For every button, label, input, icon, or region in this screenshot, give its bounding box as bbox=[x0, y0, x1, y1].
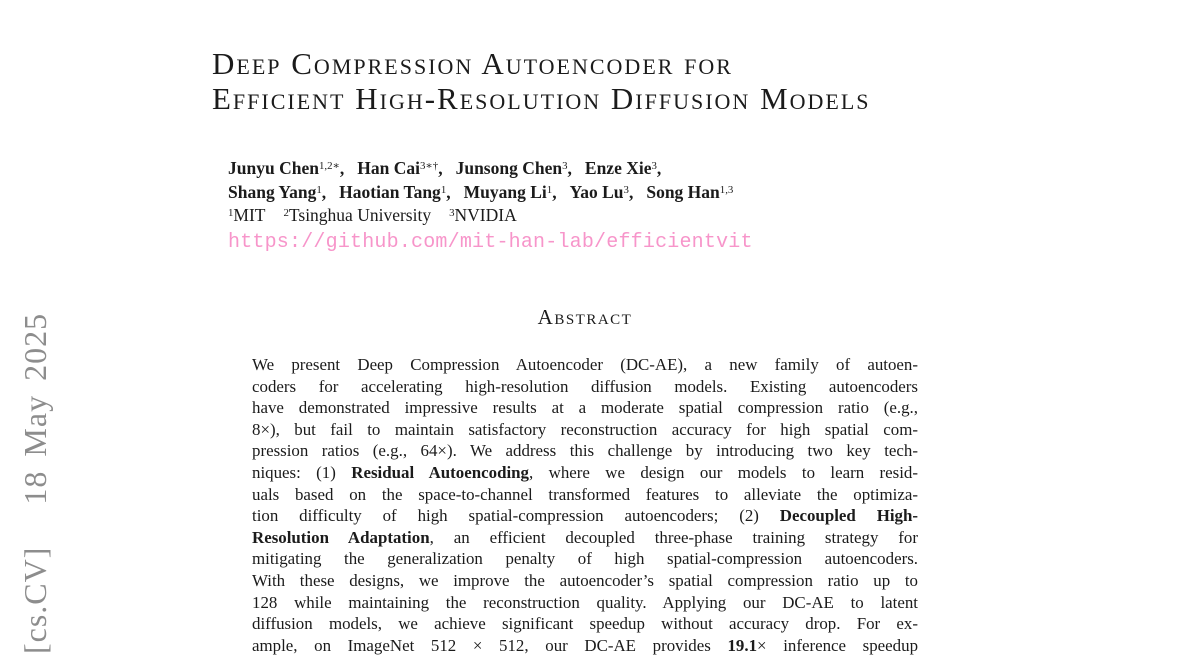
author-superscript: 1,3 bbox=[719, 183, 734, 196]
author-superscript: 1 bbox=[316, 183, 322, 196]
author-name: Junsong Chen3, bbox=[455, 158, 572, 178]
abstract-line: pression ratios (e.g., 64×). We address … bbox=[252, 441, 918, 461]
author-name: Haotian Tang1, bbox=[339, 181, 451, 202]
author-name: Muyang Li1, bbox=[463, 181, 557, 202]
author-superscript: 1 bbox=[546, 183, 553, 196]
affiliation-superscript: 3 bbox=[449, 207, 455, 220]
affiliation-superscript: 1 bbox=[228, 207, 234, 220]
author-superscript: 3∗† bbox=[420, 160, 439, 173]
author-name: Enze Xie3, bbox=[584, 158, 662, 178]
abstract-line: diffusion models, we achieve significant… bbox=[252, 614, 918, 634]
author-superscript: 1,2∗ bbox=[318, 160, 340, 173]
title-line-2: Efficient High-Resolution Diffusion Mode… bbox=[212, 81, 871, 116]
author-superscript: 3 bbox=[562, 160, 568, 173]
affiliation: 2Tsinghua University bbox=[283, 205, 432, 225]
author-superscript: 1 bbox=[440, 183, 447, 196]
abstract-line: ample, on ImageNet 512 × 512, our DC-AE … bbox=[252, 635, 918, 655]
abstract-line: Resolution Adaptation, an efficient deco… bbox=[252, 527, 918, 547]
author-line-2: Shang Yang1, Haotian Tang1, Muyang Li1, Yao… bbox=[228, 181, 753, 205]
author-name: Yao Lu3, bbox=[569, 181, 634, 202]
abstract-line: tion difficulty of high spatial-compress… bbox=[252, 506, 918, 526]
abstract-line: 8×), but fail to maintain satisfactory r… bbox=[252, 419, 918, 439]
abstract-line: mitigating the generalization penalty of… bbox=[252, 549, 918, 569]
affiliation-superscript: 2 bbox=[283, 207, 289, 220]
abstract-line: coders for accelerating high-resolution … bbox=[252, 376, 918, 396]
github-link[interactable]: https://github.com/mit-han-lab/efficient… bbox=[228, 230, 753, 254]
paper-title: Deep Compression Autoencoder for Efficie… bbox=[212, 46, 871, 116]
author-name: Han Cai3∗†, bbox=[357, 158, 443, 178]
author-name: Song Han1,3 bbox=[646, 181, 734, 202]
author-name: Junyu Chen1,2∗, bbox=[228, 158, 345, 178]
affiliation: 3NVIDIA bbox=[449, 205, 517, 225]
arxiv-watermark: [cs.CV] 18 May 2025 bbox=[17, 312, 53, 654]
abstract-body: We present Deep Compression Autoencoder … bbox=[252, 354, 918, 656]
author-name: Shang Yang1, bbox=[228, 181, 327, 202]
abstract-heading: Abstract bbox=[537, 305, 633, 329]
abstract-line: 128 while maintaining the reconstruction… bbox=[252, 592, 918, 612]
affiliation: 1MIT bbox=[228, 205, 266, 225]
affiliation-line: 1MIT 2Tsinghua University 3NVIDIA bbox=[228, 204, 753, 228]
abstract-line: have demonstrated impressive results at … bbox=[252, 398, 918, 418]
author-superscript: 3 bbox=[623, 183, 629, 196]
author-line-1: Junyu Chen1,2∗, Han Cai3∗†, Junsong Chen3,… bbox=[228, 157, 753, 181]
abstract-line: With these designs, we improve the autoe… bbox=[252, 570, 918, 590]
abstract-line: uals based on the space-to-channel trans… bbox=[252, 484, 918, 504]
abstract-line: We present Deep Compression Autoencoder … bbox=[252, 355, 918, 374]
author-superscript: 3 bbox=[651, 160, 657, 173]
author-block: Junyu Chen1,2∗, Han Cai3∗†, Junsong Chen3,… bbox=[228, 157, 753, 255]
abstract-line: niques: (1) Residual Autoencoding, where… bbox=[252, 462, 918, 482]
title-line-1: Deep Compression Autoencoder for bbox=[212, 46, 733, 81]
